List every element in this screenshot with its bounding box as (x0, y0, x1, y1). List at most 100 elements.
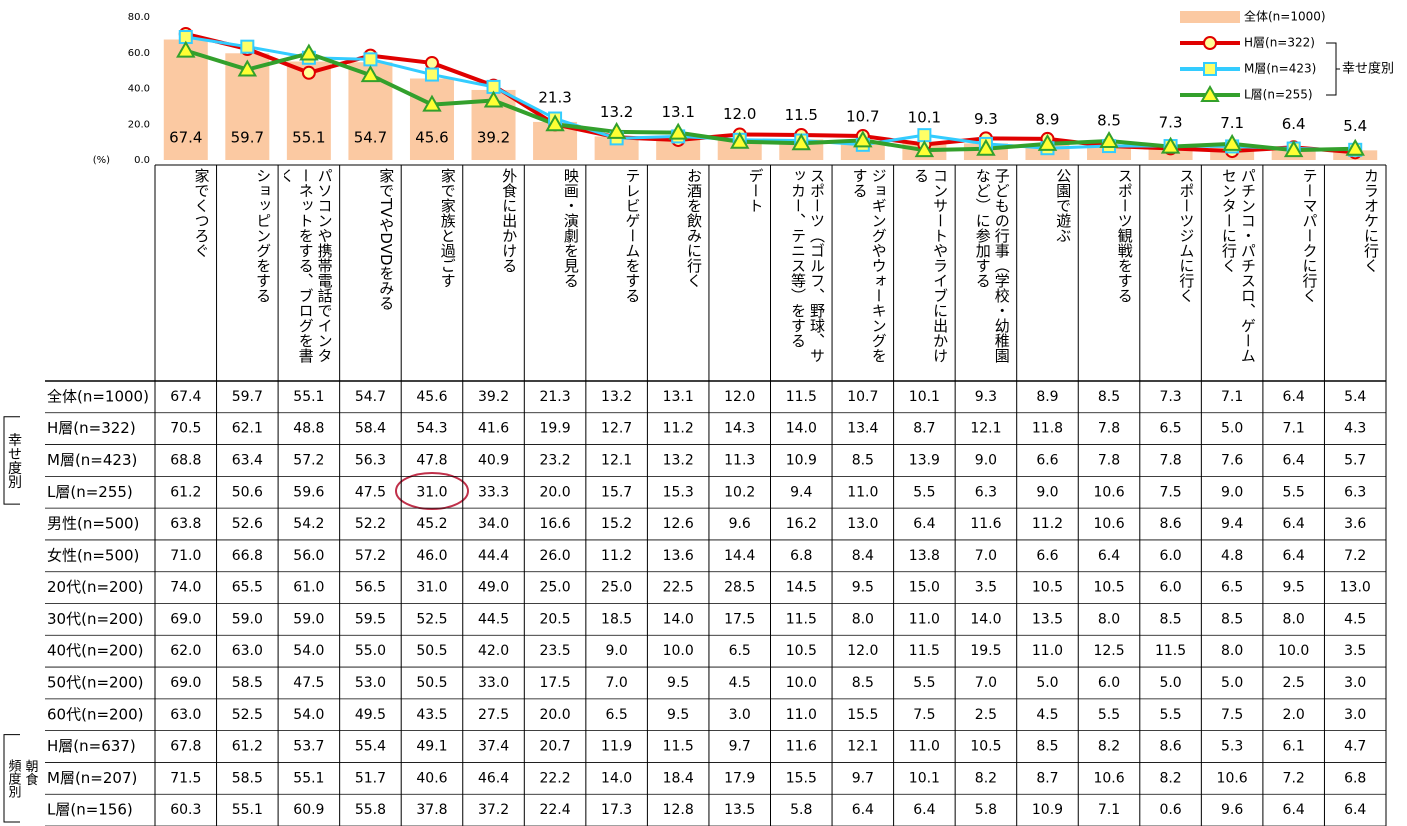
table-cell: 6.4 (1283, 548, 1305, 564)
table-cell: 6.5 (729, 643, 751, 659)
category-label: 子どもの行事（学校・幼稚園など）に参加する (973, 168, 1011, 363)
row-label: 60代(n=200) (47, 705, 144, 723)
table-cell: 8.2 (1098, 739, 1120, 755)
line-marker (1160, 136, 1181, 154)
table-cell: 6.5 (1221, 580, 1243, 596)
table-cell: 22.2 (539, 770, 570, 786)
table-cell: 17.9 (724, 770, 755, 786)
table-cell: 10.6 (1093, 770, 1124, 786)
value-label: 39.2 (477, 129, 510, 147)
line-marker (914, 140, 935, 158)
table-cell: 50.5 (416, 675, 447, 691)
table-cell: 15.2 (601, 516, 632, 532)
table-cell: 12.7 (601, 421, 632, 437)
table-cell: 22.5 (663, 580, 694, 596)
table-cell: 42.0 (478, 643, 509, 659)
table-cell: 10.0 (1278, 643, 1309, 659)
table-cell: 8.0 (1098, 611, 1120, 627)
line-marker (483, 90, 504, 108)
table-cell: 5.5 (1283, 484, 1305, 500)
line-marker (917, 128, 932, 143)
table-cell: 54.7 (355, 389, 386, 405)
table-cell: 15.3 (663, 484, 694, 500)
value-label: 13.2 (600, 103, 633, 121)
category-label: テレビゲームをする (623, 168, 642, 303)
row-label: 30代(n=200) (47, 610, 144, 628)
category-label: ショッピングをする (254, 168, 273, 303)
table-cell: 37.8 (416, 802, 447, 818)
table-cell: 13.0 (1340, 580, 1371, 596)
table-cell: 53.7 (293, 739, 324, 755)
table-cell: 12.0 (724, 389, 755, 405)
table-cell: 11.2 (663, 421, 694, 437)
table-cell: 13.1 (663, 389, 694, 405)
table-cell: 11.6 (970, 516, 1001, 532)
line-marker (176, 40, 196, 58)
table-cell: 7.5 (1159, 484, 1181, 500)
table-cell: 12.0 (847, 643, 878, 659)
table-cell: 4.5 (1344, 611, 1366, 627)
table-cell: 8.5 (1036, 739, 1058, 755)
table-cell: 20.5 (539, 611, 570, 627)
table-cell: 10.5 (1032, 580, 1063, 596)
table-cell: 63.4 (232, 452, 263, 468)
table-cell: 5.5 (913, 675, 935, 691)
y-tick-label: 0.0 (134, 155, 150, 166)
table-cell: 6.5 (1159, 421, 1181, 437)
line-marker (791, 133, 811, 151)
table-cell: 12.6 (663, 516, 694, 532)
table-cell: 6.4 (1283, 452, 1305, 468)
category-label: スポーツジムに行く (1177, 168, 1196, 303)
table-cell: 20.0 (539, 707, 570, 723)
value-label: 7.3 (1159, 113, 1183, 131)
legend-label: H層(n=322) (1244, 36, 1315, 50)
table-cell: 22.4 (539, 802, 570, 818)
row-label: H層(n=637) (47, 737, 136, 755)
group-label: 頻度別 (6, 759, 22, 799)
table-cell: 5.0 (1036, 675, 1058, 691)
value-label: 13.1 (661, 103, 694, 121)
table-cell: 10.9 (786, 452, 817, 468)
row-label: 40代(n=200) (47, 642, 144, 660)
table-cell: 5.0 (1221, 675, 1243, 691)
table-cell: 14.5 (786, 580, 817, 596)
table-cell: 54.0 (293, 643, 324, 659)
line-marker (1037, 133, 1058, 151)
value-label: 8.5 (1097, 111, 1121, 129)
value-label: 59.7 (231, 129, 264, 147)
table-cell: 56.5 (355, 580, 386, 596)
category-label: テーマパークに行く (1300, 168, 1319, 303)
table-cell: 10.6 (1217, 770, 1248, 786)
value-label: 21.3 (538, 88, 571, 106)
legend-bracket (1326, 42, 1340, 96)
table-cell: 37.2 (478, 802, 509, 818)
table-cell: 27.5 (478, 707, 509, 723)
category-label: パソコンや携帯電話でインターネットをする、ブログを書く (284, 168, 334, 363)
table-cell: 15.5 (786, 770, 817, 786)
table-cell: 61.2 (232, 739, 263, 755)
table-cell: 5.8 (975, 802, 997, 818)
group-bracket (3, 734, 20, 823)
row-label: M層(n=207) (47, 769, 137, 787)
table-cell: 8.9 (1036, 389, 1058, 405)
table-cell: 11.9 (601, 739, 632, 755)
value-label: 9.3 (974, 110, 998, 128)
table-cell: 9.7 (852, 770, 874, 786)
row-label: 全体(n=1000) (47, 387, 149, 405)
table-cell: 3.5 (975, 580, 997, 596)
row-label: L層(n=156) (47, 801, 133, 819)
category-label: コンサートやライブに出かける (912, 168, 950, 363)
line-marker (853, 130, 873, 148)
table-cell: 5.5 (1159, 707, 1181, 723)
table-cell: 51.7 (355, 770, 386, 786)
table-cell: 9.7 (729, 739, 751, 755)
line-marker (976, 138, 996, 156)
table-cell: 9.6 (729, 516, 751, 532)
line-marker (730, 131, 750, 149)
table-cell: 8.5 (1159, 611, 1181, 627)
table-cell: 9.0 (605, 643, 627, 659)
table-cell: 7.1 (1098, 802, 1120, 818)
y-tick-label: 80.0 (128, 12, 150, 23)
